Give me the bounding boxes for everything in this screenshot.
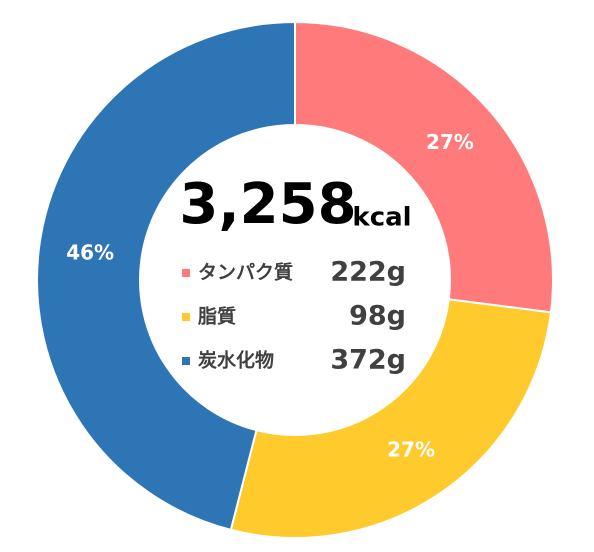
center-total: 3,258 [179,172,356,237]
donut-segment [36,20,296,532]
legend-label: 炭水化物 [198,349,274,372]
center-unit: kcal [352,203,411,233]
legend-marker [182,313,190,321]
value-label: 27% [426,130,474,154]
value-label: 46% [66,241,114,265]
legend-label: タンパク質 [198,261,293,284]
value-label: 27% [387,437,435,461]
legend-amount: 372g [330,345,406,376]
legend-marker [182,269,190,277]
legend-marker [182,357,190,365]
legend-amount: 98g [349,301,406,332]
legend-label: 脂質 [198,305,236,328]
legend-amount: 222g [330,257,406,288]
donut-segment [294,20,554,314]
donut-segment [229,298,553,539]
